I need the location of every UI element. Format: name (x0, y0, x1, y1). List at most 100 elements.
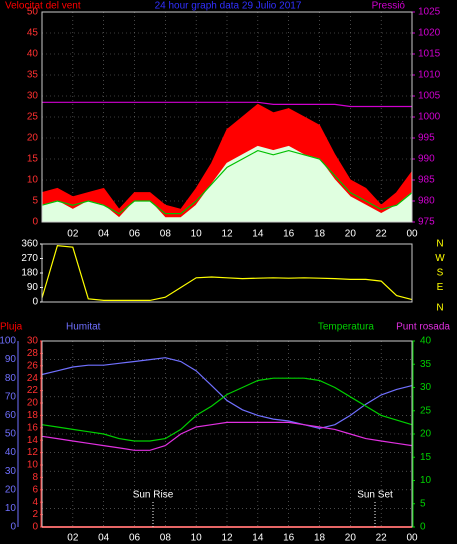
y-tick-label: 360 (21, 239, 38, 250)
y2-tick-label: 40 (420, 336, 432, 347)
line (41, 357, 413, 430)
rain-tick-label: 26 (27, 360, 39, 371)
rain-tick-label: 4 (32, 497, 38, 508)
y-tick-label: 20 (27, 133, 39, 144)
chart-title: 24 hour graph data 29 Julio 2017 (155, 1, 302, 12)
x-tick-label: 16 (283, 229, 295, 240)
y2-tick-label: 975 (418, 217, 435, 228)
x-tick-label: 02 (67, 229, 79, 240)
y-tick-label: 60 (5, 410, 17, 421)
y2-tick-label: 10 (420, 475, 432, 486)
y-tick-label: 40 (5, 447, 17, 458)
x-tick-label: 10 (191, 533, 203, 544)
y2-tick-label: 0 (420, 522, 426, 533)
legend-label: Temperatura (318, 322, 375, 333)
line (41, 377, 413, 442)
x-tick-label: 00 (406, 229, 418, 240)
annotation: Sun Set (357, 490, 393, 501)
y-tick-label: 10 (27, 175, 39, 186)
y-tick-label: 90 (5, 354, 17, 365)
rain-tick-label: 14 (27, 435, 39, 446)
y-tick-label: 0 (32, 297, 38, 308)
x-tick-label: 22 (376, 533, 388, 544)
x-tick-label: 04 (98, 533, 110, 544)
y2-tick-label: 980 (418, 196, 435, 207)
y-tick-label: 70 (5, 391, 17, 402)
y-tick-label: 0 (10, 522, 16, 533)
x-tick-label: 20 (345, 533, 357, 544)
y2-tick-label: 5 (420, 498, 426, 509)
rain-tick-label: 6 (32, 484, 38, 495)
y-tick-label: 20 (5, 484, 17, 495)
rain-tick-label: 12 (27, 447, 39, 458)
y-tick-label: 15 (27, 154, 39, 165)
x-tick-label: 00 (406, 533, 418, 544)
line (41, 149, 413, 215)
y-tick-label: 30 (27, 91, 39, 102)
area (41, 145, 413, 223)
line (42, 101, 412, 108)
y2-tick-label: 985 (418, 175, 435, 186)
rain-tick-label: 24 (27, 373, 39, 384)
direction-label: S (437, 268, 444, 279)
rain-tick-label: 0 (32, 522, 38, 533)
y-tick-label: 30 (5, 466, 17, 477)
y2-tick-label: 990 (418, 154, 435, 165)
x-tick-label: 08 (160, 533, 172, 544)
y2-tick-label: 35 (420, 359, 432, 370)
direction-label: W (435, 253, 445, 264)
y-tick-label: 10 (5, 503, 17, 514)
y-tick-label: 90 (27, 282, 39, 293)
y2-tick-label: 20 (420, 429, 432, 440)
y2-tick-label: 25 (420, 405, 432, 416)
y-tick-label: 270 (21, 253, 38, 264)
annotation: Sun Rise (133, 490, 174, 501)
x-tick-label: 12 (221, 229, 233, 240)
rain-tick-label: 30 (27, 336, 39, 347)
x-tick-label: 16 (283, 533, 295, 544)
rain-tick-label: 18 (27, 410, 39, 421)
x-tick-label: 06 (129, 533, 141, 544)
y-tick-label: 40 (27, 49, 39, 60)
y-tick-label: 0 (32, 217, 38, 228)
plot-frame (41, 11, 413, 223)
y-tick-label: 25 (27, 112, 39, 123)
rain-tick-label: 10 (27, 460, 39, 471)
plot-frame (41, 340, 413, 528)
y2-tick-label: 1000 (418, 112, 441, 123)
x-tick-label: 04 (98, 229, 110, 240)
line (41, 244, 413, 301)
y2-tick-label: 1005 (418, 91, 441, 102)
y-tick-label: 35 (27, 70, 39, 81)
x-tick-label: 14 (252, 229, 264, 240)
x-tick-label: 14 (252, 533, 264, 544)
y2-tick-label: 30 (420, 382, 432, 393)
x-tick-label: 20 (345, 229, 357, 240)
legend-label: Velocitat del vent (5, 1, 81, 12)
direction-label: E (437, 282, 444, 293)
y2-tick-label: 15 (420, 452, 432, 463)
rain-tick-label: 8 (32, 472, 38, 483)
plot-frame (41, 243, 413, 303)
x-tick-label: 02 (67, 533, 79, 544)
x-tick-label: 18 (314, 229, 326, 240)
direction-label: N (436, 239, 443, 250)
y-tick-label: 80 (5, 373, 17, 384)
direction-label: N (436, 303, 443, 314)
y-tick-label: 45 (27, 28, 39, 39)
rain-tick-label: 20 (27, 398, 39, 409)
rain-tick-label: 16 (27, 422, 39, 433)
x-tick-label: 12 (221, 533, 233, 544)
x-tick-label: 10 (191, 229, 203, 240)
y2-tick-label: 1015 (418, 49, 441, 60)
rain-tick-label: 2 (32, 509, 38, 520)
y2-tick-label: 1025 (418, 7, 441, 18)
y-tick-label: 50 (5, 429, 17, 440)
y2-tick-label: 1010 (418, 70, 441, 81)
y-tick-label: 5 (32, 196, 38, 207)
x-tick-label: 06 (129, 229, 141, 240)
x-tick-label: 18 (314, 533, 326, 544)
line (41, 421, 413, 451)
